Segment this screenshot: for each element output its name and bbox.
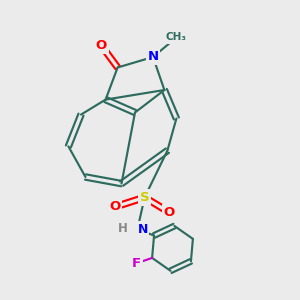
Text: CH₃: CH₃ (166, 32, 187, 43)
Text: H: H (118, 222, 128, 236)
Text: O: O (164, 206, 175, 219)
Text: O: O (109, 200, 120, 214)
Text: N: N (137, 223, 148, 236)
Text: N: N (147, 50, 159, 64)
Text: O: O (96, 39, 107, 52)
Text: S: S (140, 191, 149, 204)
Text: F: F (132, 257, 141, 270)
